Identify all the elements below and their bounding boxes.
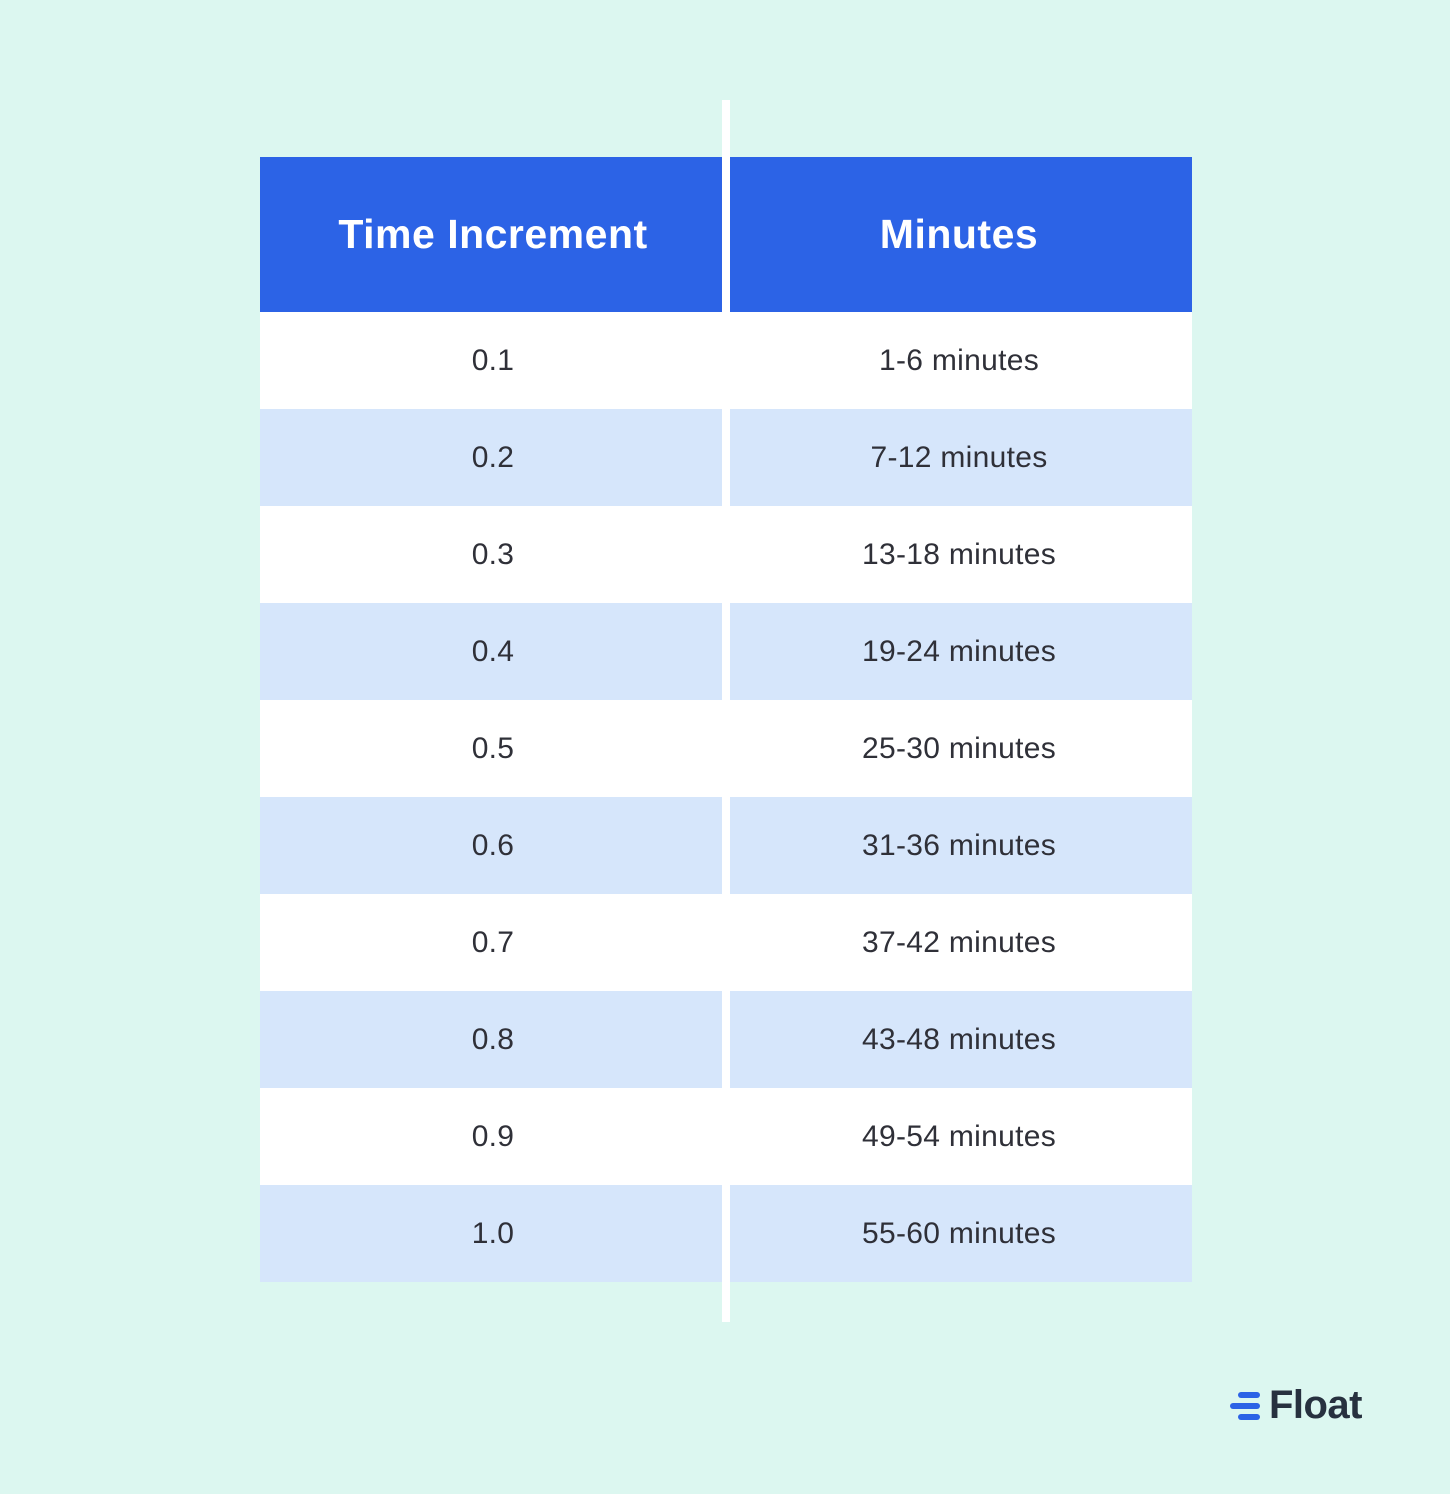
minutes-cell: 25-30 minutes bbox=[726, 700, 1192, 797]
table-row: 0.8 43-48 minutes bbox=[260, 991, 1192, 1088]
header-minutes: Minutes bbox=[726, 157, 1192, 312]
logo-bar bbox=[1229, 1402, 1260, 1409]
increment-cell: 0.5 bbox=[260, 700, 726, 797]
minutes-cell: 43-48 minutes bbox=[726, 991, 1192, 1088]
table-row: 0.5 25-30 minutes bbox=[260, 700, 1192, 797]
minutes-cell: 31-36 minutes bbox=[726, 797, 1192, 894]
minutes-cell: 49-54 minutes bbox=[726, 1088, 1192, 1185]
minutes-cell: 7-12 minutes bbox=[726, 409, 1192, 506]
increment-cell: 0.1 bbox=[260, 312, 726, 409]
float-logo-text: Float bbox=[1268, 1383, 1363, 1427]
minutes-cell: 13-18 minutes bbox=[726, 506, 1192, 603]
minutes-cell: 19-24 minutes bbox=[726, 603, 1192, 700]
table-row: 0.9 49-54 minutes bbox=[260, 1088, 1192, 1185]
float-logo: Float bbox=[1229, 1383, 1363, 1428]
table-row: 0.2 7-12 minutes bbox=[260, 409, 1192, 506]
minutes-cell: 37-42 minutes bbox=[726, 894, 1192, 991]
time-increment-table: Time Increment Minutes 0.1 1-6 minutes 0… bbox=[260, 157, 1192, 1282]
table-row: 0.3 13-18 minutes bbox=[260, 506, 1192, 603]
table-row: 1.0 55-60 minutes bbox=[260, 1185, 1192, 1282]
header-time-increment: Time Increment bbox=[260, 157, 726, 312]
table-row: 0.6 31-36 minutes bbox=[260, 797, 1192, 894]
table-row: 0.4 19-24 minutes bbox=[260, 603, 1192, 700]
table-header-row: Time Increment Minutes bbox=[260, 157, 1192, 312]
float-logo-icon bbox=[1229, 1391, 1260, 1420]
increment-cell: 0.3 bbox=[260, 506, 726, 603]
increment-cell: 0.2 bbox=[260, 409, 726, 506]
increment-cell: 0.8 bbox=[260, 991, 726, 1088]
table-row: 0.1 1-6 minutes bbox=[260, 312, 1192, 409]
column-divider bbox=[722, 100, 730, 1322]
increment-cell: 0.4 bbox=[260, 603, 726, 700]
minutes-cell: 1-6 minutes bbox=[726, 312, 1192, 409]
increment-cell: 0.7 bbox=[260, 894, 726, 991]
increment-cell: 1.0 bbox=[260, 1185, 726, 1282]
logo-bar bbox=[1237, 1413, 1260, 1420]
increment-cell: 0.9 bbox=[260, 1088, 726, 1185]
minutes-cell: 55-60 minutes bbox=[726, 1185, 1192, 1282]
table-row: 0.7 37-42 minutes bbox=[260, 894, 1192, 991]
logo-bar bbox=[1237, 1391, 1260, 1398]
increment-cell: 0.6 bbox=[260, 797, 726, 894]
